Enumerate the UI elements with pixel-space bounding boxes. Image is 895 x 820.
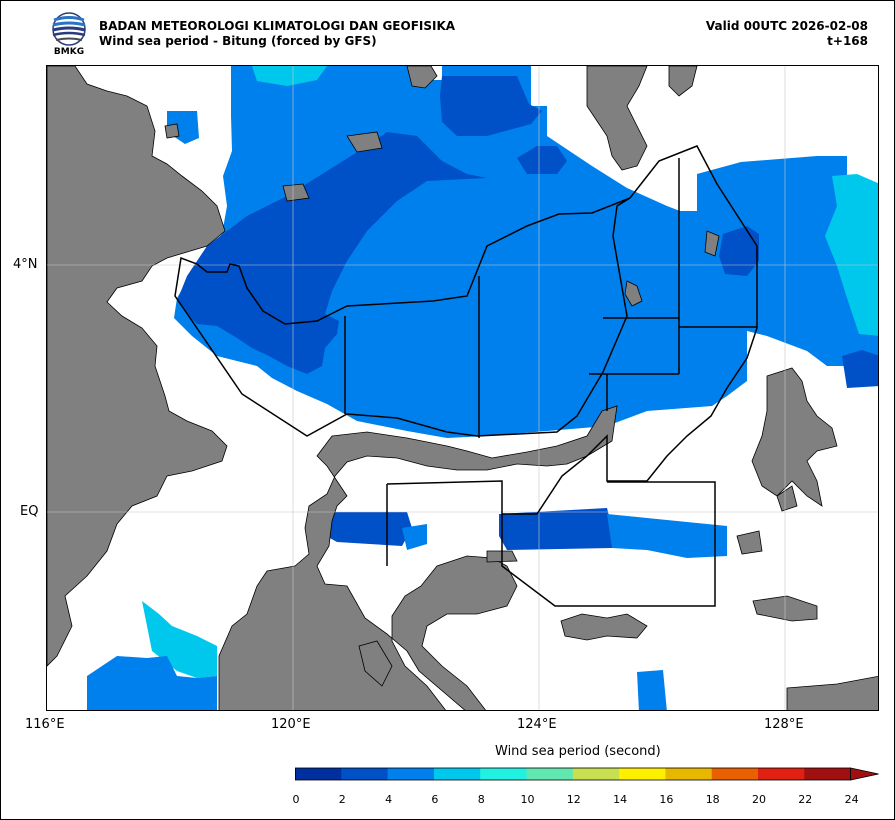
map-panel <box>46 65 879 711</box>
lat-label-4n: 4°N <box>13 257 38 272</box>
period-zone-6-8-top <box>252 66 327 86</box>
borneo-land <box>47 66 228 667</box>
lon-label-120e: 120°E <box>271 717 311 732</box>
colorbar-segment <box>341 768 389 780</box>
colorbar-segment <box>711 768 759 780</box>
sulawesi-south-tip <box>358 640 393 687</box>
island-small-3 <box>346 131 383 153</box>
logo-text: BMKG <box>54 47 84 57</box>
lon-label-128e: 128°E <box>764 717 804 732</box>
header-left: BADAN METEOROLOGI KLIMATOLOGI DAN GEOFIS… <box>99 19 455 49</box>
colorbar-tick-label: 24 <box>844 793 859 806</box>
period-zone-2-4-molucca <box>499 508 612 550</box>
lon-label-116e: 116°E <box>25 717 65 732</box>
colorbar-tick-label: 12 <box>566 793 581 806</box>
celebes-north-arm <box>218 405 618 710</box>
colorbar-tick-label: 16 <box>659 793 674 806</box>
period-zone-4-6-southwest <box>87 656 217 710</box>
colorbar-tick-label: 18 <box>705 793 720 806</box>
colorbar-segment <box>433 768 481 780</box>
island-small-4 <box>776 485 798 512</box>
map-svg <box>47 66 878 710</box>
colorbar-extend-arrow <box>850 767 879 781</box>
talaud-islands <box>704 230 720 257</box>
lat-label-eq: EQ <box>20 504 39 519</box>
colorbar-tick-label: 10 <box>520 793 535 806</box>
island-small-1 <box>164 123 180 139</box>
sulu-islands <box>406 66 438 89</box>
colorbar-segment <box>619 768 666 780</box>
colorbar <box>295 767 880 787</box>
bmkg-logo: BMKG <box>50 11 90 57</box>
valid-time: Valid 00UTC 2026-02-08 <box>705 19 868 33</box>
colorbar-segment <box>572 768 620 780</box>
period-zone-4-6-molucca-east <box>607 514 727 558</box>
colorbar-segment <box>387 768 435 780</box>
mindanao-land <box>586 66 648 171</box>
colorbar-svg <box>295 767 879 781</box>
period-zone-2-4-north <box>440 76 542 136</box>
zone-line-c <box>502 145 758 515</box>
header-right: Valid 00UTC 2026-02-08 t+168 <box>706 19 868 49</box>
period-zone-2-4-east-small <box>842 350 878 388</box>
wind-sea-period-field <box>87 66 878 710</box>
forecast-zone-boundaries <box>174 145 758 607</box>
period-zone-6-8-east <box>825 174 878 336</box>
lon-label-124e: 124°E <box>517 717 557 732</box>
island-small-2 <box>282 183 310 202</box>
colorbar-tick-label: 2 <box>338 793 346 806</box>
graticule <box>47 66 878 710</box>
bmkg-logo-icon: BMKG <box>52 12 86 57</box>
colorbar-segment <box>480 768 527 780</box>
product-title: Wind sea period - Bitung (forced by GFS) <box>99 34 377 48</box>
colorbar-title: Wind sea period (second) <box>495 744 661 759</box>
colorbar-segment <box>665 768 713 780</box>
southeast-land <box>786 675 878 710</box>
colorbar-tick-label: 8 <box>477 793 485 806</box>
mindanao-east <box>668 66 698 97</box>
period-zone-4-6-banggai <box>637 670 667 710</box>
zone-outline-west <box>174 197 631 437</box>
colorbar-tick-label: 0 <box>292 793 300 806</box>
landmass-layer <box>47 66 878 710</box>
colorbar-tick-label: 20 <box>752 793 766 806</box>
colorbar-segment <box>804 768 852 780</box>
period-zone-2-4-east <box>719 226 759 276</box>
halmahera-land <box>751 367 838 507</box>
colorbar-tick-label: 14 <box>613 793 628 806</box>
obi-islands <box>736 530 763 555</box>
period-zone-2-4-northcentral <box>517 146 567 174</box>
colorbar-segment <box>526 768 574 780</box>
colorbar-segment <box>758 768 805 780</box>
zone-line-i <box>386 480 716 607</box>
period-zone-2-4-west <box>177 132 487 374</box>
colorbar-tick-label: 4 <box>385 793 393 806</box>
colorbar-tick-label: 6 <box>431 793 439 806</box>
buru-land <box>560 613 648 641</box>
colorbar-border <box>295 767 852 781</box>
lead-time: t+168 <box>827 34 868 48</box>
sangihe-islands <box>624 280 643 307</box>
period-zone-6-8-southwest <box>142 601 217 678</box>
period-zone-4-6-tomini-east <box>402 524 427 550</box>
colorbar-tick-label: 22 <box>798 793 813 806</box>
agency-title: BADAN METEOROLOGI KLIMATOLOGI DAN GEOFIS… <box>99 19 456 33</box>
colorbar-segment <box>295 768 342 780</box>
